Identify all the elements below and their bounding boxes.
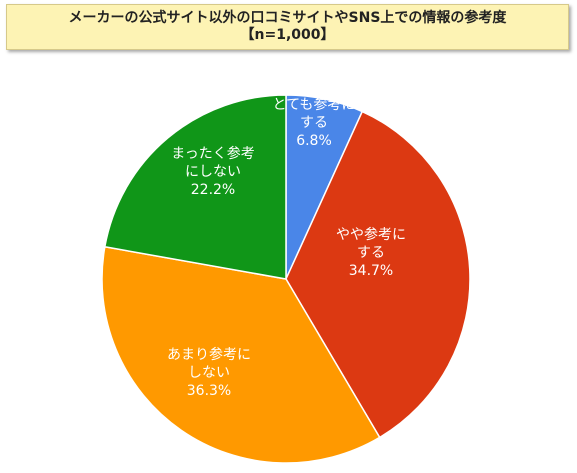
- slice-value-label: 6.8%: [296, 133, 332, 149]
- slice-category-label: まったく参考: [171, 145, 254, 162]
- slice-label-1: とても参考にする 6.8%: [273, 96, 356, 149]
- slice-category-label: あまり参考に: [167, 346, 251, 363]
- slice-value-label: 34.7%: [349, 263, 393, 279]
- slice-category-label: する: [357, 245, 385, 261]
- slice-category-label: とても参考に: [273, 96, 356, 113]
- chart-sample-size: 【n=1,000】: [240, 27, 335, 43]
- slice-label-4: まったく参考にしない 22.2%: [171, 145, 254, 198]
- pie-slice-3: [101, 245, 381, 464]
- slice-category-label: やや参考に: [336, 226, 406, 243]
- slice-category-label: しない: [188, 365, 230, 381]
- slice-label-3: あまり参考にしない 36.3%: [167, 346, 251, 399]
- slice-category-label: にしない: [185, 164, 241, 180]
- slice-label-2: やや参考にする 34.7%: [336, 226, 406, 279]
- pie-labels: とても参考にする 6.8%やや参考にする 34.7%あまり参考にしない 36.3%まっ…: [167, 96, 406, 399]
- pie-slices: [101, 94, 471, 464]
- slice-value-label: 22.2%: [191, 182, 235, 198]
- pie-slice-4: [103, 94, 287, 280]
- slice-value-label: 36.3%: [187, 383, 231, 399]
- slice-category-label: する: [300, 115, 328, 131]
- chart-title-box: メーカーの公式サイト以外の口コミサイトやSNS上での情報の参考度 【n=1,00…: [6, 4, 569, 50]
- chart-title: メーカーの公式サイト以外の口コミサイトやSNS上での情報の参考度: [68, 10, 507, 26]
